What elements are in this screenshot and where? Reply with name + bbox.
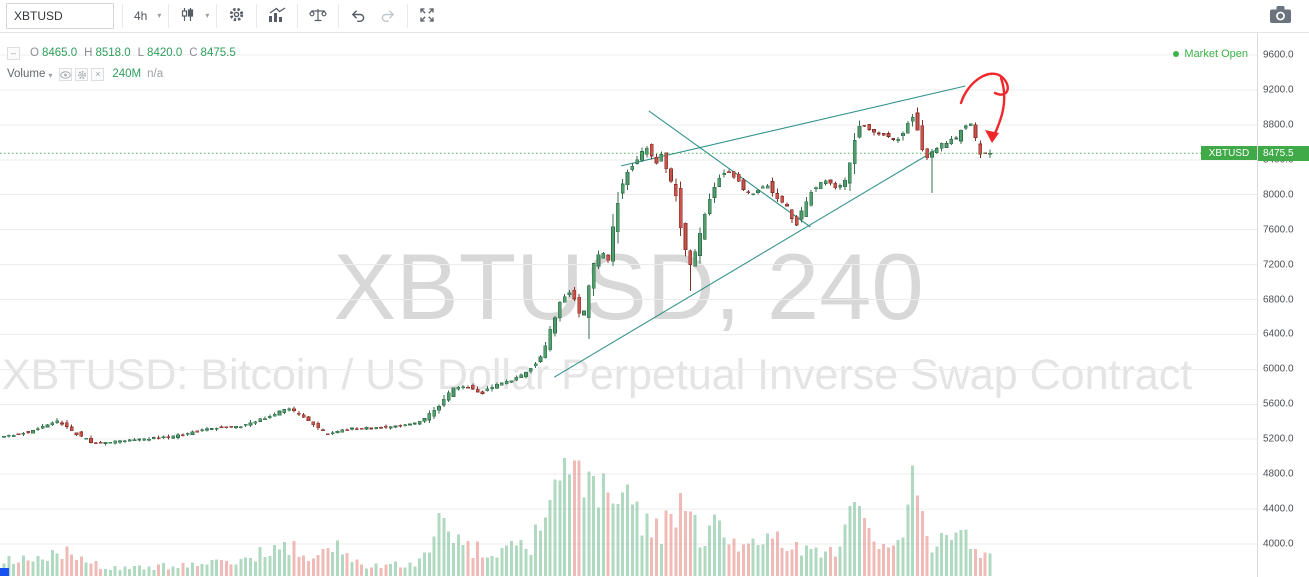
volume-value: 240M (112, 68, 142, 80)
volume-study-label[interactable]: Volume (7, 68, 46, 80)
snapshot-camera-button[interactable] (1262, 3, 1299, 30)
price-tick: 9600.0 (1263, 49, 1294, 61)
toolbar-separator (338, 4, 340, 28)
toolbar-separator (216, 4, 218, 28)
low-value: 8420.0 (147, 47, 183, 59)
close-label: C (189, 47, 198, 59)
redo-arrow-icon (380, 8, 396, 25)
chart-legend: – O 8465.0 H 8518.0 L 8420.0 C 8475.5 Vo… (7, 46, 236, 88)
eye-visibility-icon[interactable] (59, 68, 73, 81)
undo-button[interactable] (343, 3, 373, 30)
collapse-series-button[interactable]: – (7, 47, 20, 60)
market-status: Market Open (1173, 48, 1248, 60)
interval-dropdown-button[interactable]: ▾ (154, 3, 164, 30)
open-label: O (30, 47, 39, 59)
toolbar-separator (297, 4, 299, 28)
chart-style-dropdown-button[interactable]: ▾ (202, 3, 212, 30)
price-tick: 6400.0 (1263, 328, 1294, 340)
high-value: 8518.0 (95, 47, 131, 59)
price-tick: 5600.0 (1263, 398, 1294, 410)
price-tick: 7200.0 (1263, 259, 1294, 271)
toolbar-separator (122, 4, 123, 28)
price-tick: 8800.0 (1263, 119, 1294, 131)
settings-gear-icon (228, 6, 245, 26)
price-tick: 7600.0 (1263, 224, 1294, 236)
price-tick: 5200.0 (1263, 433, 1294, 445)
camera-icon (1269, 5, 1292, 27)
toolbar-separator (256, 4, 258, 28)
price-tick: 4000.0 (1263, 538, 1294, 550)
market-open-dot-icon (1173, 51, 1180, 57)
redo-button[interactable] (373, 3, 403, 30)
open-value: 8465.0 (41, 47, 78, 59)
fullscreen-expand-icon (419, 7, 435, 26)
insert-indicator-button[interactable] (261, 3, 293, 30)
tradingview-logo[interactable] (0, 568, 9, 576)
interval-button[interactable]: 4h (127, 3, 154, 30)
fullscreen-button[interactable] (412, 3, 442, 30)
price-axis[interactable]: 9600.09200.08800.08400.08000.07600.07200… (1257, 33, 1309, 577)
chart-pane: XBTUSD, 240 XBTUSD: Bitcoin / US Dollar … (0, 33, 1309, 577)
close-icon: × (95, 69, 101, 79)
chart-area[interactable]: XBTUSD, 240 XBTUSD: Bitcoin / US Dollar … (0, 33, 1257, 576)
indicators-icon (268, 7, 286, 25)
chart-canvas[interactable] (0, 33, 1257, 576)
compare-scales-button[interactable] (302, 3, 334, 30)
remove-study-close-icon[interactable]: × (91, 68, 105, 81)
symbol-input-value: XBTUSD (14, 9, 63, 23)
last-price-label: 8475.5 (1258, 145, 1309, 161)
price-tick: 8000.0 (1263, 189, 1294, 201)
last-price-symbol-tag: XBTUSD (1201, 146, 1257, 161)
price-tick: 4800.0 (1263, 468, 1294, 480)
symbol-search-input[interactable]: XBTUSD (6, 3, 114, 29)
study-settings-gear-icon[interactable] (75, 68, 89, 81)
chart-properties-button[interactable] (221, 3, 252, 30)
price-tick: 9200.0 (1263, 84, 1294, 96)
toolbar-separator (407, 4, 409, 28)
price-tick: 6800.0 (1263, 294, 1294, 305)
ohlc-legend-row: – O 8465.0 H 8518.0 L 8420.0 C 8475.5 (7, 46, 236, 61)
minus-icon: – (10, 48, 16, 58)
top-toolbar: XBTUSD 4h ▾ ▾ (0, 0, 1309, 33)
volume-secondary-value: n/a (147, 68, 164, 80)
chevron-down-icon: ▾ (157, 11, 162, 20)
scales-balance-icon (309, 7, 327, 26)
chevron-down-icon[interactable]: ▾ (48, 71, 53, 80)
chevron-down-icon: ▾ (205, 11, 210, 20)
price-tick: 6000.0 (1263, 363, 1294, 375)
undo-arrow-icon (350, 8, 366, 25)
market-status-text: Market Open (1184, 48, 1248, 60)
close-value: 8475.5 (200, 47, 236, 59)
price-tick: 4400.0 (1263, 503, 1294, 515)
volume-legend-row: Volume ▾ × 240M n/a (7, 66, 236, 83)
chart-style-button[interactable] (173, 3, 202, 30)
low-label: L (137, 47, 145, 59)
toolbar-separator (168, 4, 170, 28)
candlestick-chart-icon (180, 7, 195, 25)
high-label: H (84, 47, 93, 59)
